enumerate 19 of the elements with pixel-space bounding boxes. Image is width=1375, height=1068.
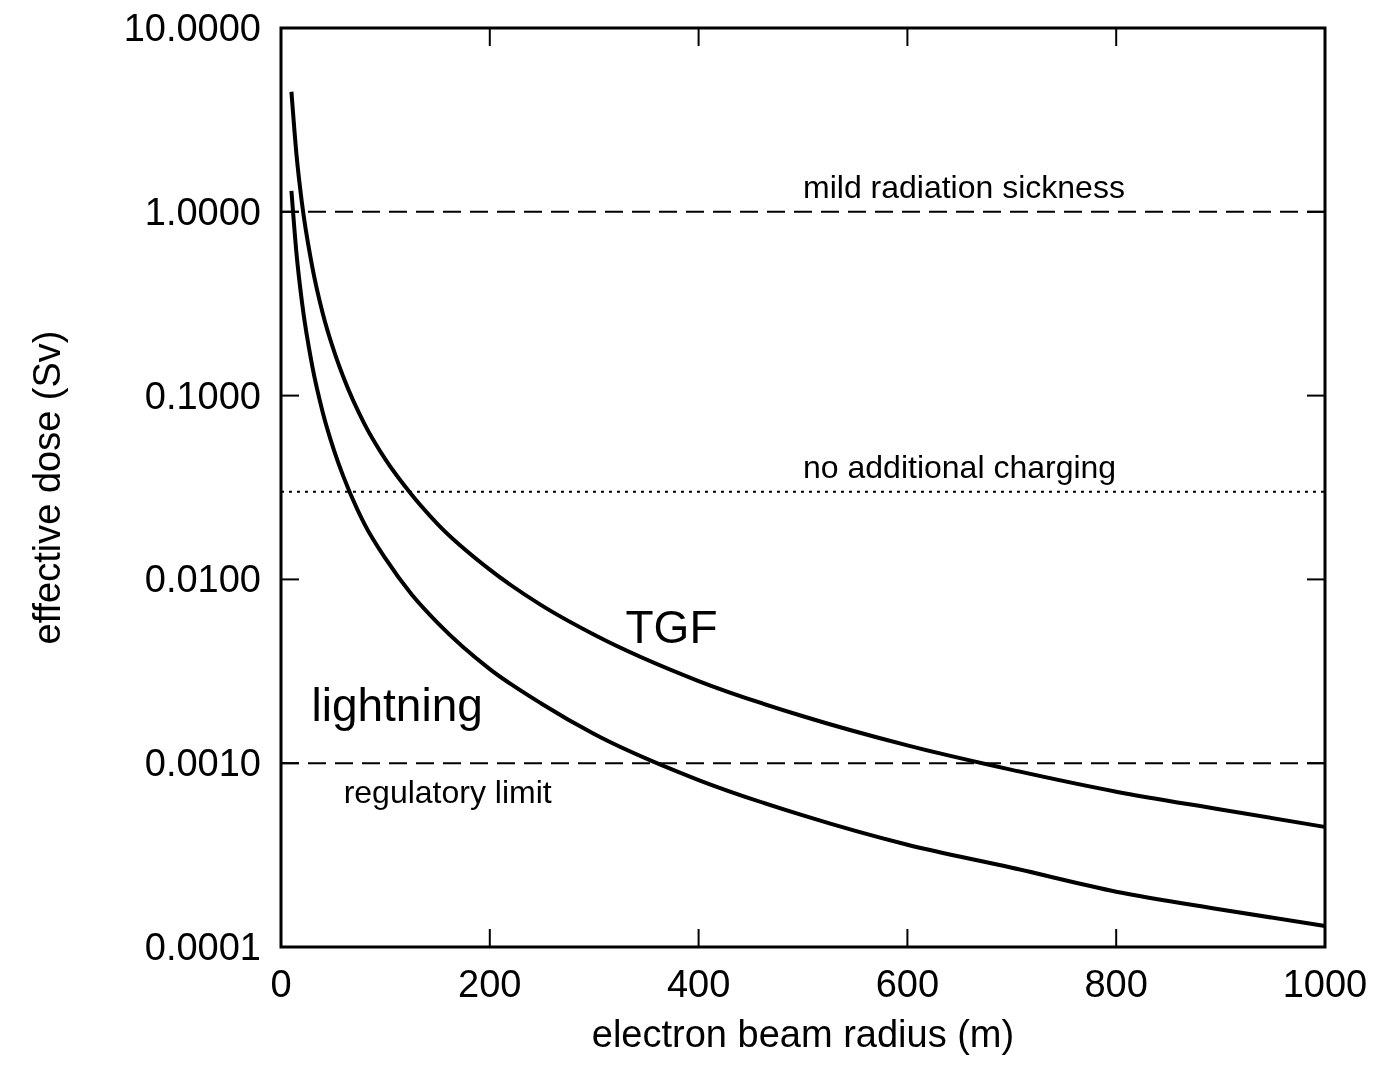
y-tick-label: 0.0010 xyxy=(144,742,261,785)
x-tick-label: 800 xyxy=(1084,963,1148,1005)
y-tick-label: 0.0100 xyxy=(144,558,261,601)
y-axis-title: effective dose (Sv) xyxy=(26,330,68,645)
ref-line-label: mild radiation sickness xyxy=(803,168,1125,205)
series-label: TGF xyxy=(625,601,718,654)
x-tick-label: 1000 xyxy=(1282,963,1368,1005)
x-tick-label: 400 xyxy=(666,963,731,1005)
ref-line-label: no additional charging xyxy=(803,448,1117,485)
x-axis-title: electron beam radius (m) xyxy=(591,1013,1015,1055)
x-tick-label: 600 xyxy=(875,963,940,1005)
ref-line-label: regulatory limit xyxy=(343,774,552,811)
y-tick-label: 10.0000 xyxy=(123,7,261,49)
y-tick-label: 0.0001 xyxy=(144,926,261,968)
y-tick-label: 1.0000 xyxy=(144,190,261,233)
x-tick-label: 200 xyxy=(458,963,522,1005)
y-tick-label: 0.1000 xyxy=(144,374,261,417)
series-label: lightning xyxy=(311,678,483,731)
x-tick-label: 0 xyxy=(270,963,292,1005)
